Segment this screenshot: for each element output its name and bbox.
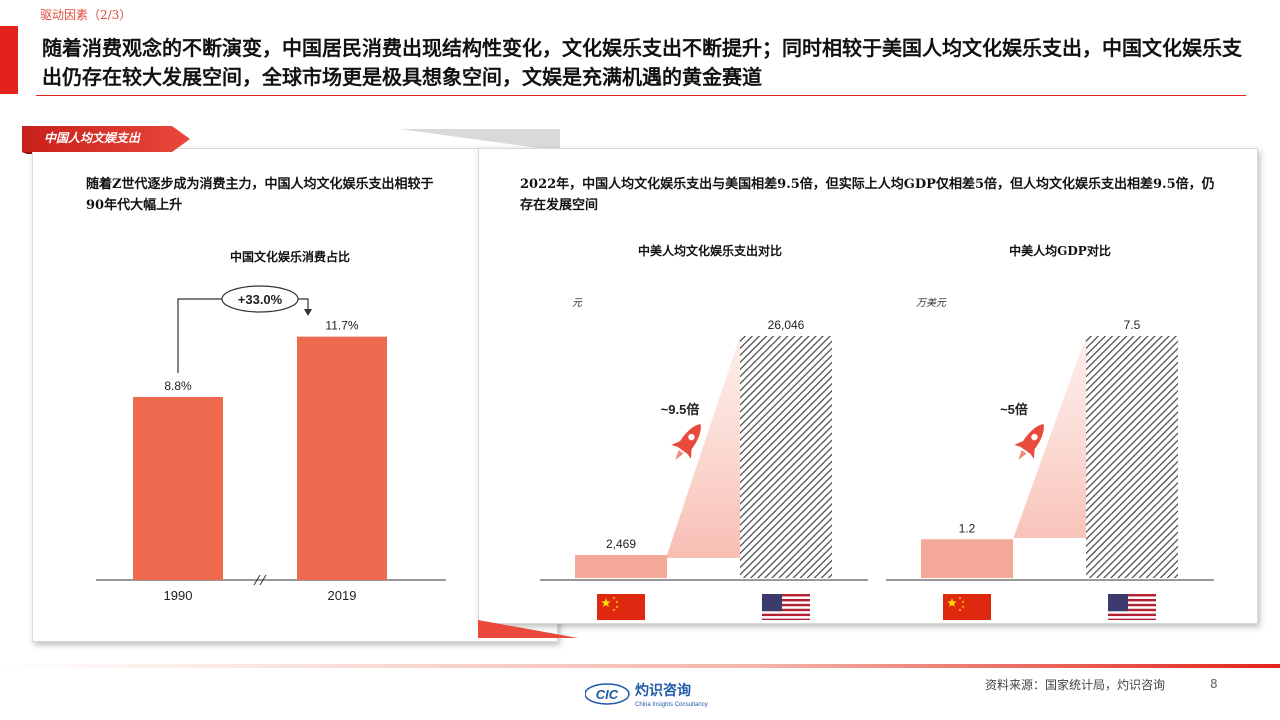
chart2-unit: 元 <box>572 298 582 309</box>
page-title: 随着消费观念的不断演变，中国居民消费出现结构性变化，文化娱乐支出不断提升；同时相… <box>42 36 1242 89</box>
bar-中国 <box>921 539 1013 578</box>
category-label: 2019 <box>328 588 357 603</box>
source-note: 资料来源：国家统计局，灼识咨询 <box>985 678 1166 692</box>
growth-wedge <box>1013 336 1086 578</box>
bar-value-label: 2,469 <box>606 537 636 551</box>
page-number: 8 <box>1210 677 1218 691</box>
chart3-title: 中美人均GDP对比 <box>1009 244 1111 258</box>
china-flag-icon <box>943 594 991 620</box>
growth-wedge <box>667 336 740 578</box>
left-panel-description: 随着Z世代逐步成为消费主力，中国人均文化娱乐支出相较于90年代大幅上升 <box>86 177 434 213</box>
axis-break-mark <box>259 574 267 586</box>
footer-rule <box>0 664 1280 668</box>
wedge-gap <box>1013 538 1086 578</box>
category-label: 1990 <box>164 588 193 603</box>
china-flag-icon <box>597 594 645 620</box>
bar-美国 <box>740 336 832 578</box>
wedge-gap <box>667 558 740 578</box>
bar-value-label: 26,046 <box>768 318 805 332</box>
bar-value-label: 1.2 <box>959 521 976 535</box>
chart2-spend-comparison: 2,469 26,046 ~9.5倍 <box>540 318 868 620</box>
multiple-label: ~9.5倍 <box>661 402 700 417</box>
logo-mark: CIC <box>596 687 619 702</box>
title-divider <box>36 95 1246 96</box>
chart1-consumption-share: 8.8% 1990 11.7% 2019 +33.0% <box>96 285 446 603</box>
bar-2019 <box>297 336 387 580</box>
accent-bar <box>0 26 18 94</box>
logo-en: China Insights Consultancy <box>635 702 708 708</box>
axis-break-mark <box>253 574 261 586</box>
growth-label: +33.0% <box>238 292 283 307</box>
bar-中国 <box>575 555 667 578</box>
bar-美国 <box>1086 336 1178 578</box>
multiple-label: ~5倍 <box>1000 402 1028 417</box>
section-label: 驱动因素（2/3） <box>40 8 132 22</box>
growth-arrow-head <box>304 309 312 316</box>
logo-cn: 灼识咨询 <box>635 682 691 699</box>
bar-1990 <box>133 396 223 580</box>
right-panel-description: 2022年，中国人均文化娱乐支出与美国相差9.5倍，但实际上人均GDP仅相差5倍… <box>520 177 1215 213</box>
company-logo: CIC 灼识咨询 China Insights Consultancy <box>584 680 735 708</box>
left-panel <box>32 148 558 642</box>
growth-label-bubble <box>221 285 299 313</box>
chart3-gdp-comparison: 1.2 7.5 ~5倍 <box>886 318 1214 620</box>
chart1-title: 中国文化娱乐消费占比 <box>229 250 350 264</box>
bar-value-label: 7.5 <box>1124 318 1141 332</box>
rocket-icon <box>671 423 701 461</box>
us-flag-icon <box>762 594 810 620</box>
chart2-title: 中美人均文化娱乐支出对比 <box>637 244 782 258</box>
bar-value-label: 11.7% <box>325 319 358 333</box>
left-panel-corner-ribbon <box>400 129 560 151</box>
bar-value-label: 8.8% <box>164 379 192 393</box>
rocket-icon <box>1014 423 1044 461</box>
right-panel-corner-ribbon <box>478 620 578 638</box>
us-flag-icon <box>1108 594 1156 620</box>
left-panel-tab: 中国人均文娱支出 <box>44 131 141 145</box>
tab-shape <box>22 126 190 154</box>
chart3-unit: 万美元 <box>916 298 946 309</box>
